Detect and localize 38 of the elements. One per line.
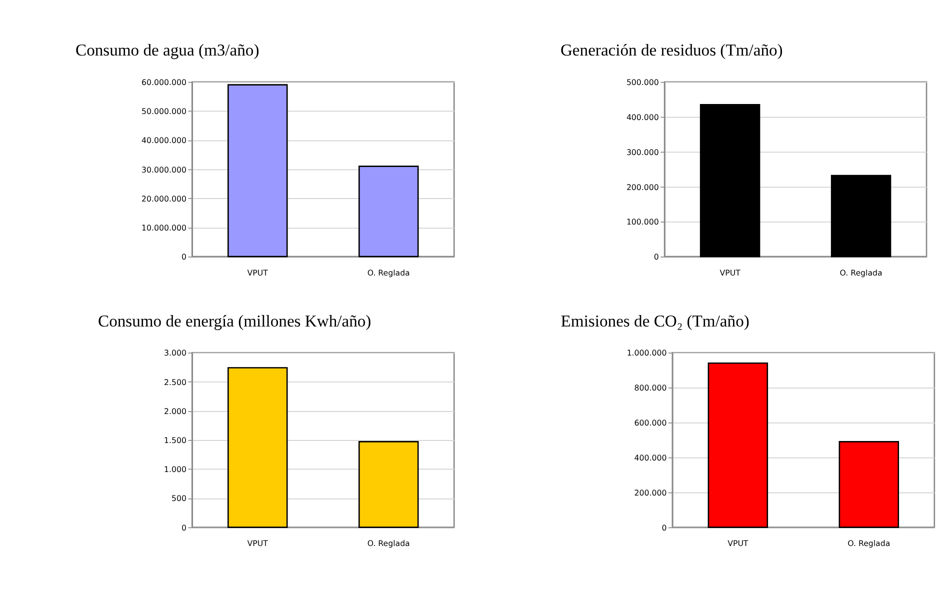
y-tick-label: 10.000.000 <box>142 224 186 233</box>
y-tick-label: 600.000 <box>634 418 667 428</box>
x-tick-label: VPUT <box>247 268 268 278</box>
y-tick-label: 2.000 <box>164 406 186 416</box>
y-tick-label: 40.000.000 <box>142 136 186 146</box>
y-tick-label: 3.000 <box>164 348 186 358</box>
y-tick-label: 1.000.000 <box>626 348 667 358</box>
y-tick-label: 0 <box>654 252 659 262</box>
x-tick-label: O. Reglada <box>848 539 890 548</box>
y-tick-label: 300.000 <box>626 148 659 157</box>
y-tick-label: 200.000 <box>626 182 659 192</box>
chart-title: Generación de residuos (Tm/año) <box>560 40 783 60</box>
y-tick-label: 800.000 <box>634 384 667 393</box>
y-tick-label: 100.000 <box>626 218 659 227</box>
y-tick-label: 50.000.000 <box>142 107 186 116</box>
y-tick-label: 500 <box>171 494 186 504</box>
y-tick-label: 1.500 <box>164 436 186 446</box>
y-tick-label: 1.000 <box>164 465 186 474</box>
x-tick-label: O. Reglada <box>367 539 410 548</box>
x-tick-label: VPUT <box>728 539 748 548</box>
x-tick-label: O. Reglada <box>367 268 410 278</box>
y-tick-label: 60.000.000 <box>142 78 186 87</box>
x-tick-label: VPUT <box>720 268 741 278</box>
y-tick-label: 400.000 <box>626 112 659 122</box>
y-tick-label: 500.000 <box>626 78 659 87</box>
x-tick-label: VPUT <box>247 539 268 548</box>
y-tick-label: 30.000.000 <box>142 165 186 174</box>
y-tick-label: 0 <box>181 523 186 532</box>
x-tick-label: O. Reglada <box>840 268 882 278</box>
y-tick-label: 2.500 <box>164 378 186 387</box>
y-tick-label: 400.000 <box>634 453 667 462</box>
y-tick-label: 20.000.000 <box>142 194 186 204</box>
y-tick-label: 0 <box>662 523 667 532</box>
y-tick-label: 0 <box>181 252 186 262</box>
y-tick-label: 200.000 <box>634 488 667 498</box>
chart-title: Emisiones de CO₂ (Tm/año) <box>560 311 750 330</box>
chart-title: Consumo de agua (m3/año) <box>76 40 260 60</box>
chart-title: Consumo de energía (millones Kwh/año) <box>98 311 372 330</box>
